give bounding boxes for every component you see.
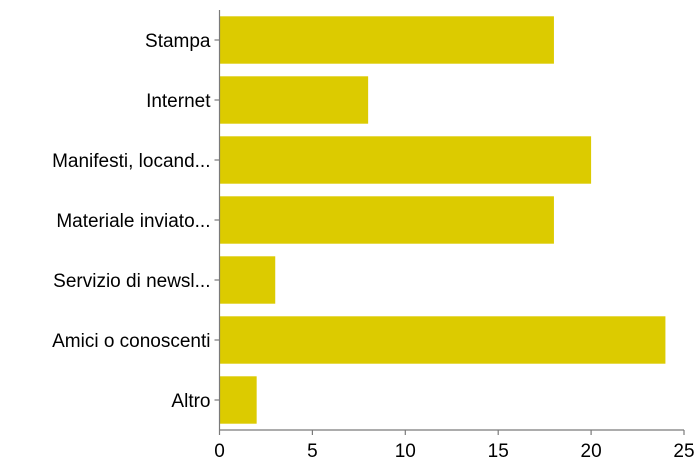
bar	[219, 316, 666, 364]
category-label: Internet	[146, 91, 211, 112]
bar	[219, 196, 554, 244]
x-tick-label: 5	[307, 441, 318, 462]
x-tick-label: 10	[395, 441, 416, 462]
category-label: Altro	[171, 391, 210, 412]
category-label: Servizio di newsl...	[53, 271, 210, 292]
category-label: Stampa	[145, 31, 211, 52]
x-tick-label: 20	[581, 441, 602, 462]
bar	[219, 376, 257, 424]
bar	[219, 16, 554, 64]
y-axis-ticks	[214, 39, 220, 401]
category-label: Manifesti, locand...	[52, 151, 210, 172]
bars-group	[219, 16, 666, 424]
bar	[219, 76, 369, 124]
bar	[219, 136, 592, 184]
category-labels: Stampa Internet Manifesti, locand... Materi…	[52, 31, 211, 412]
x-tick-label: 0	[214, 441, 225, 462]
x-tick-label: 25	[673, 441, 694, 462]
category-label: Amici o conoscenti	[52, 331, 210, 352]
x-axis-ticks: 0 5 10 15 20 25	[214, 430, 695, 462]
category-label: Materiale inviato...	[56, 211, 210, 232]
bar	[219, 256, 276, 304]
x-tick-label: 15	[488, 441, 509, 462]
